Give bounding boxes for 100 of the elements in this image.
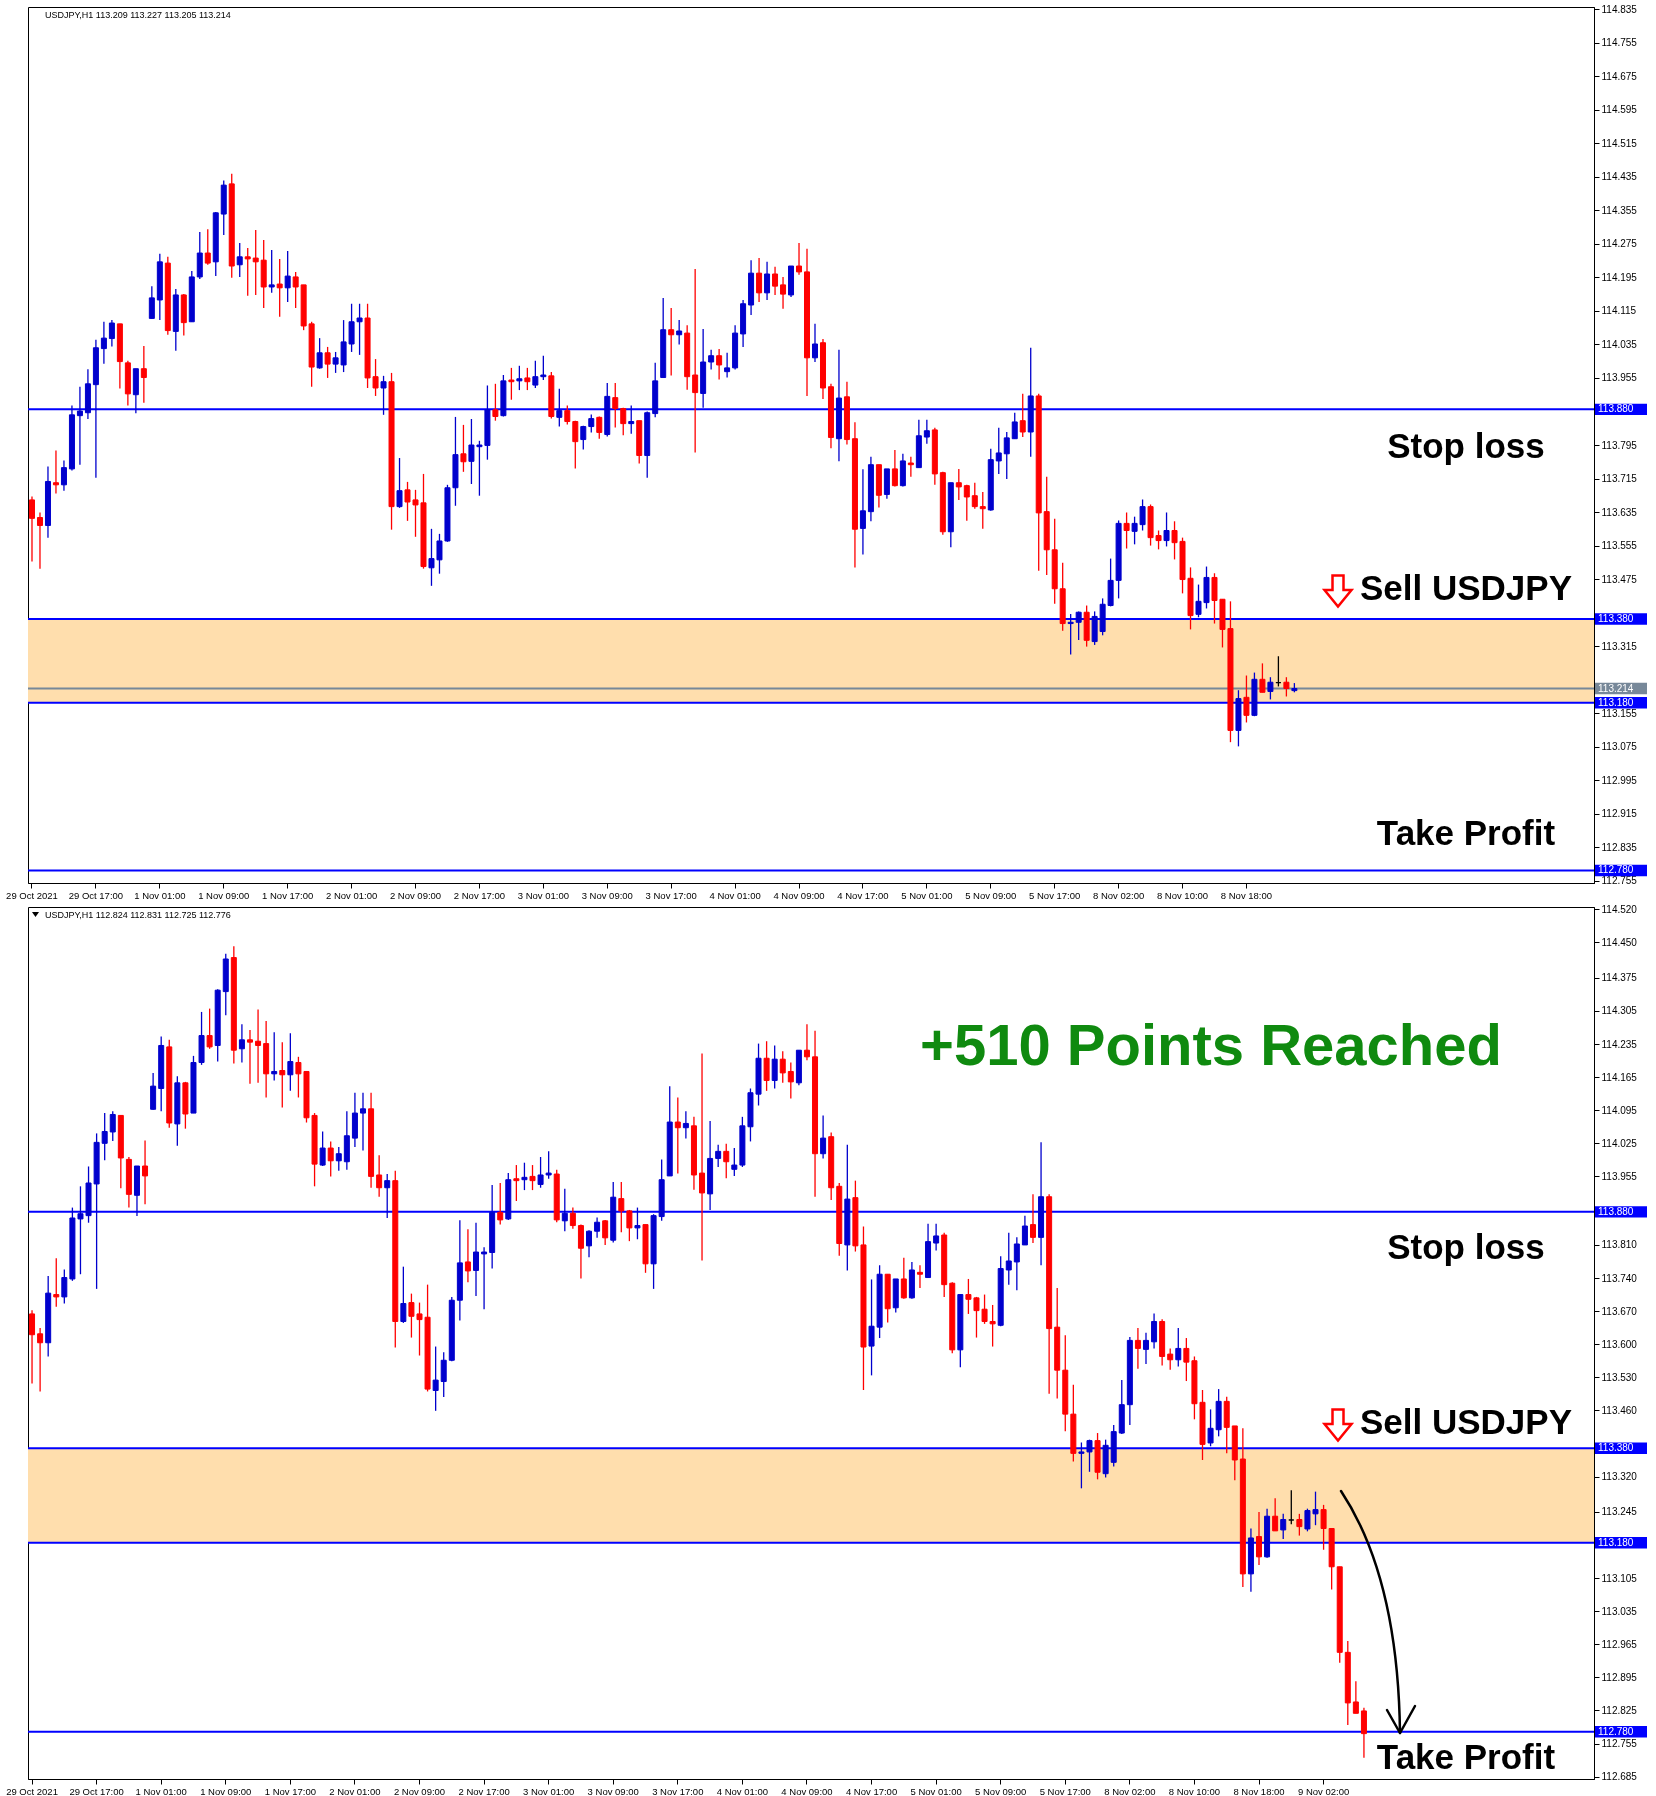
candlestick xyxy=(731,1147,738,1177)
candlestick xyxy=(150,1072,157,1111)
candlestick xyxy=(1151,1312,1158,1350)
candlestick xyxy=(626,1209,633,1242)
candlestick xyxy=(634,1206,641,1240)
candlestick xyxy=(1003,431,1010,480)
candlestick xyxy=(620,407,627,437)
y-tick-label: 112.685 xyxy=(1601,1771,1638,1783)
x-tick-label: 9 Nov 02:00 xyxy=(1297,1785,1350,1796)
y-tick-label: 114.595 xyxy=(1601,104,1638,116)
x-tick-label: 3 Nov 17:00 xyxy=(652,1785,704,1796)
y-tick-label: 114.115 xyxy=(1601,305,1637,317)
annotation: Take Profit xyxy=(1376,813,1556,852)
x-tick-label: 4 Nov 01:00 xyxy=(716,1785,768,1796)
candlestick xyxy=(376,1154,383,1198)
candlestick xyxy=(1029,1193,1036,1244)
candlestick xyxy=(316,337,323,370)
candlestick xyxy=(724,352,731,379)
x-tick-label: 3 Nov 09:00 xyxy=(587,1785,639,1796)
candlestick xyxy=(1280,1513,1287,1540)
ref-line-label: 113.880 xyxy=(1598,403,1634,415)
candlestick xyxy=(771,1044,778,1090)
candlestick xyxy=(811,323,818,363)
y-tick-label: 113.810 xyxy=(1601,1239,1638,1251)
candlestick xyxy=(1352,1680,1359,1714)
candlestick xyxy=(335,1146,342,1172)
candlestick xyxy=(1167,1347,1174,1371)
candlestick xyxy=(359,1092,366,1152)
x-tick-label: 2 Nov 01:00 xyxy=(325,889,378,901)
x-tick-label: 8 Nov 02:00 xyxy=(1104,1785,1156,1796)
candlestick xyxy=(572,420,579,470)
x-tick-label: 5 Nov 01:00 xyxy=(901,889,953,901)
candlestick xyxy=(955,468,962,501)
candlestick xyxy=(206,1007,213,1050)
y-tick-label: 114.450 xyxy=(1601,936,1638,948)
candlestick xyxy=(142,1139,149,1205)
candlestick xyxy=(1256,1511,1263,1566)
candlestick xyxy=(787,1061,794,1100)
candlestick xyxy=(692,268,699,454)
x-tick-label: 4 Nov 17:00 xyxy=(845,1785,898,1796)
ref-line-label: 113.180 xyxy=(1598,696,1634,708)
candlestick xyxy=(1272,1497,1279,1532)
candlestick xyxy=(723,1143,730,1179)
candlestick xyxy=(1243,674,1250,724)
candlestick xyxy=(756,257,763,303)
candlestick xyxy=(148,285,155,320)
x-tick-label: 1 Nov 17:00 xyxy=(264,1785,316,1796)
candlestick xyxy=(268,249,275,294)
candlestick xyxy=(521,1162,528,1191)
candlestick xyxy=(508,367,515,401)
x-tick-label: 3 Nov 01:00 xyxy=(517,889,569,901)
candlestick xyxy=(464,1228,471,1283)
candlestick xyxy=(780,276,787,310)
y-tick-label: 114.165 xyxy=(1601,1071,1638,1083)
annotation: Stop loss xyxy=(1387,1227,1545,1266)
candlestick xyxy=(460,424,467,473)
candlestick xyxy=(699,1052,706,1262)
candlestick xyxy=(52,449,59,495)
candlestick xyxy=(1075,610,1082,641)
candlestick xyxy=(923,419,930,445)
candlestick xyxy=(238,1023,245,1064)
ref-line-label: 113.880 xyxy=(1598,1205,1634,1217)
candlestick xyxy=(492,383,499,422)
y-tick-label: 113.715 xyxy=(1601,473,1638,485)
candlestick xyxy=(1360,1706,1367,1759)
x-tick-label: 1 Nov 09:00 xyxy=(198,889,250,901)
y-tick-label: 114.375 xyxy=(1601,972,1638,984)
candlestick xyxy=(109,1110,116,1142)
candlestick xyxy=(101,1112,108,1161)
y-tick-label: 114.305 xyxy=(1601,1005,1638,1017)
candlestick xyxy=(473,1222,480,1297)
candlestick xyxy=(1175,1327,1182,1368)
candlestick xyxy=(28,495,35,563)
candlestick xyxy=(933,1223,940,1252)
candlestick xyxy=(779,1050,786,1084)
y-tick-label: 113.740 xyxy=(1601,1272,1638,1284)
candlestick xyxy=(37,1327,44,1393)
x-tick-label: 4 Nov 09:00 xyxy=(781,1785,833,1796)
candlestick xyxy=(1067,613,1074,656)
candlestick xyxy=(276,258,283,318)
candlestick xyxy=(529,1164,536,1191)
candlestick xyxy=(900,1257,907,1300)
candlestick xyxy=(140,345,147,404)
x-tick-label: 2 Nov 17:00 xyxy=(453,889,506,901)
candlestick xyxy=(764,261,771,301)
y-tick-label: 114.235 xyxy=(1601,1038,1638,1050)
candlestick xyxy=(676,319,683,346)
annotation: Sell USDJPY xyxy=(1359,568,1573,607)
y-tick-label: 114.675 xyxy=(1601,70,1638,82)
candlestick xyxy=(588,413,595,434)
candlestick xyxy=(287,1032,294,1092)
candlestick xyxy=(995,427,1002,475)
candlestick xyxy=(628,404,635,435)
y-tick-label: 112.835 xyxy=(1601,841,1638,853)
candlestick xyxy=(284,250,291,303)
y-tick-label: 113.105 xyxy=(1601,1572,1638,1584)
candlestick xyxy=(668,307,675,377)
y-tick-label: 114.520 xyxy=(1601,903,1638,915)
y-tick-label: 113.955 xyxy=(1601,372,1638,384)
candlestick xyxy=(763,1040,770,1092)
